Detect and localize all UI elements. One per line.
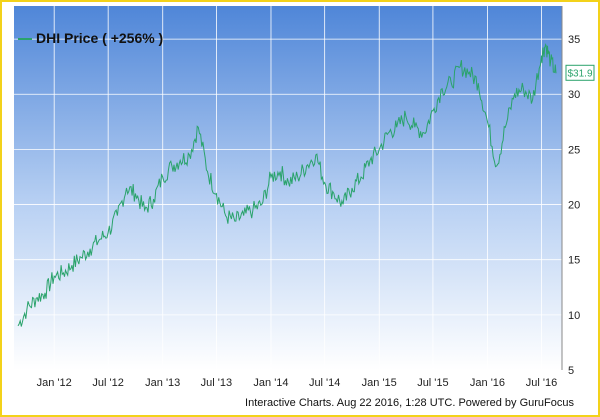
x-tick-label: Jul '13 <box>201 377 232 389</box>
x-tick-label: Jan '16 <box>470 377 505 389</box>
x-tick-label: Jul '12 <box>92 377 123 389</box>
x-axis: Jan '12 Jul '12 Jan '13 Jul '13 Jan '14 Jul '… <box>37 377 558 389</box>
y-tick-label: 10 <box>568 310 580 322</box>
footer-credit: Interactive Charts. Aug 22 2016, 1:28 UT… <box>245 397 574 409</box>
y-tick-label: 35 <box>568 34 580 46</box>
x-tick-label: Jan '12 <box>37 377 72 389</box>
grid <box>14 6 563 371</box>
y-tick-label: 25 <box>568 144 580 156</box>
last-price-label: $31.9 <box>565 64 595 81</box>
y-tick-label: 30 <box>568 89 580 101</box>
x-tick-label: Jul '15 <box>417 377 448 389</box>
x-tick-label: Jan '13 <box>145 377 180 389</box>
y-tick-label: 20 <box>568 200 580 212</box>
plot-background <box>14 6 562 370</box>
last-price-box <box>565 64 595 81</box>
x-tick-label: Jan '15 <box>362 377 397 389</box>
y-tick-label: 15 <box>568 255 580 267</box>
x-tick-label: Jan '14 <box>253 377 288 389</box>
y-axis: 5 10 15 20 25 30 35 <box>568 34 580 377</box>
last-price-text: $31.9 <box>567 68 592 79</box>
legend[interactable]: DHI Price ( +256% ) <box>18 30 163 46</box>
x-tick-label: Jul '16 <box>526 377 557 389</box>
y-tick-label: 5 <box>568 365 574 377</box>
legend-line-swatch <box>18 38 32 41</box>
price-series-line <box>17 43 557 327</box>
legend-label: DHI Price ( +256% ) <box>36 30 164 46</box>
x-tick-label: Jul '14 <box>309 377 340 389</box>
